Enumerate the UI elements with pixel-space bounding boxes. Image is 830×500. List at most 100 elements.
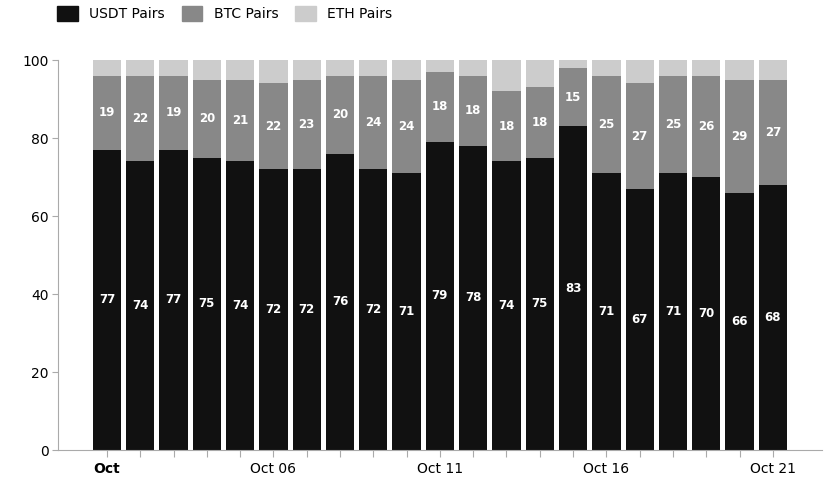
Text: 25: 25 xyxy=(665,118,681,131)
Bar xyxy=(359,76,388,169)
Bar xyxy=(559,126,588,450)
Text: 67: 67 xyxy=(632,313,648,326)
Bar xyxy=(259,84,287,169)
Bar xyxy=(159,150,188,450)
Bar xyxy=(626,60,654,84)
Text: 18: 18 xyxy=(498,120,515,133)
Bar xyxy=(459,146,487,450)
Bar xyxy=(559,68,588,126)
Text: 68: 68 xyxy=(764,311,781,324)
Bar xyxy=(292,169,321,450)
Bar xyxy=(759,60,787,80)
Text: 83: 83 xyxy=(565,282,581,294)
Text: 74: 74 xyxy=(498,299,515,312)
Bar xyxy=(126,76,154,162)
Text: 26: 26 xyxy=(698,120,715,133)
Bar xyxy=(525,60,554,88)
Bar xyxy=(492,91,520,162)
Text: 27: 27 xyxy=(632,130,647,142)
Bar xyxy=(692,177,720,450)
Text: 74: 74 xyxy=(132,299,149,312)
Bar xyxy=(626,84,654,188)
Text: 19: 19 xyxy=(99,106,115,119)
Text: 78: 78 xyxy=(465,292,481,304)
Text: 25: 25 xyxy=(598,118,614,131)
Bar xyxy=(525,158,554,450)
Text: 71: 71 xyxy=(398,305,415,318)
Bar xyxy=(193,80,221,158)
Text: 27: 27 xyxy=(764,126,781,138)
Text: 18: 18 xyxy=(465,104,481,117)
Bar xyxy=(159,60,188,76)
Bar xyxy=(593,173,621,450)
Bar xyxy=(126,162,154,450)
Bar xyxy=(393,173,421,450)
Bar xyxy=(326,76,354,154)
Text: 72: 72 xyxy=(365,303,382,316)
Bar xyxy=(692,60,720,76)
Bar xyxy=(492,60,520,91)
Text: 66: 66 xyxy=(731,315,748,328)
Bar xyxy=(226,162,254,450)
Bar xyxy=(692,76,720,177)
Text: 71: 71 xyxy=(665,305,681,318)
Text: 23: 23 xyxy=(299,118,315,131)
Bar xyxy=(593,76,621,173)
Bar xyxy=(359,60,388,76)
Text: 22: 22 xyxy=(132,112,149,125)
Text: 72: 72 xyxy=(266,303,281,316)
Text: 77: 77 xyxy=(99,294,115,306)
Bar xyxy=(725,192,754,450)
Text: 77: 77 xyxy=(165,294,182,306)
Bar xyxy=(193,158,221,450)
Text: 76: 76 xyxy=(332,296,349,308)
Bar xyxy=(559,60,588,68)
Bar xyxy=(126,60,154,76)
Bar xyxy=(659,60,687,76)
Text: 29: 29 xyxy=(731,130,748,142)
Text: 79: 79 xyxy=(432,290,448,302)
Bar xyxy=(759,80,787,185)
Bar xyxy=(593,60,621,76)
Bar xyxy=(93,76,121,150)
Bar xyxy=(659,76,687,173)
Bar xyxy=(659,173,687,450)
Bar xyxy=(226,60,254,80)
Text: 24: 24 xyxy=(398,120,415,133)
Bar xyxy=(725,60,754,80)
Bar xyxy=(326,154,354,450)
Bar xyxy=(459,60,487,76)
Bar xyxy=(725,80,754,192)
Text: 18: 18 xyxy=(432,100,448,114)
Text: 70: 70 xyxy=(698,307,715,320)
Text: 15: 15 xyxy=(565,90,581,104)
Bar xyxy=(226,80,254,162)
Bar xyxy=(292,60,321,80)
Text: 72: 72 xyxy=(299,303,315,316)
Text: 22: 22 xyxy=(266,120,281,133)
Bar xyxy=(626,188,654,450)
Bar xyxy=(359,169,388,450)
Bar xyxy=(393,80,421,173)
Text: 71: 71 xyxy=(598,305,614,318)
Text: 20: 20 xyxy=(198,112,215,125)
Text: 75: 75 xyxy=(531,297,548,310)
Bar xyxy=(393,60,421,80)
Bar xyxy=(93,60,121,76)
Bar xyxy=(326,60,354,76)
Bar xyxy=(426,142,454,450)
Bar xyxy=(759,185,787,450)
Bar xyxy=(93,150,121,450)
Text: 75: 75 xyxy=(198,297,215,310)
Bar xyxy=(426,60,454,72)
Text: 18: 18 xyxy=(531,116,548,129)
Text: 21: 21 xyxy=(232,114,248,127)
Legend: USDT Pairs, BTC Pairs, ETH Pairs: USDT Pairs, BTC Pairs, ETH Pairs xyxy=(57,6,392,22)
Bar xyxy=(459,76,487,146)
Bar xyxy=(525,88,554,158)
Text: 24: 24 xyxy=(365,116,382,129)
Bar xyxy=(292,80,321,169)
Text: 74: 74 xyxy=(232,299,248,312)
Bar xyxy=(193,60,221,80)
Bar xyxy=(492,162,520,450)
